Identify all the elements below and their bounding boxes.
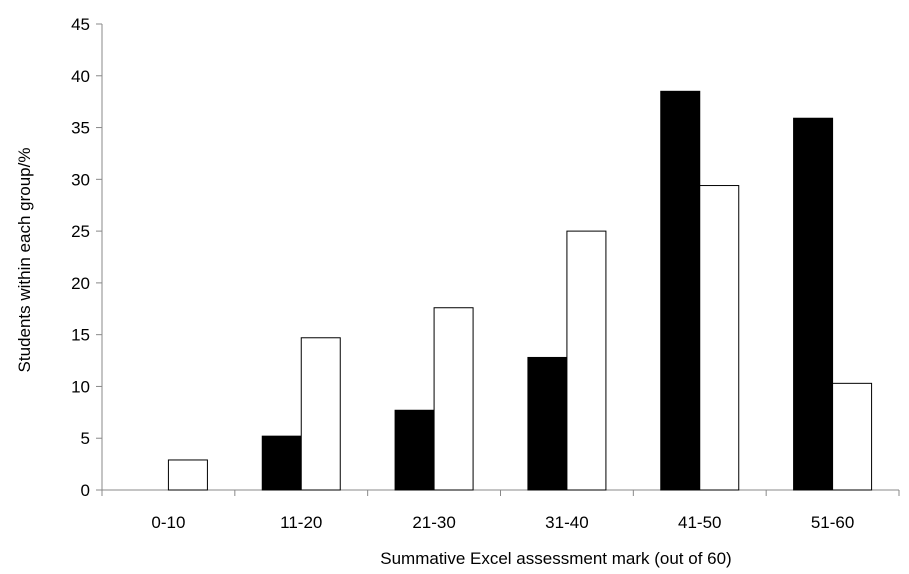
x-tick-label: 0-10 <box>151 513 185 532</box>
bar-series-2-11-20 <box>300 337 341 491</box>
bar-series-2-21-30 <box>433 307 474 491</box>
y-tick-label: 40 <box>71 67 90 86</box>
y-axis-title: Students within each group/% <box>15 148 34 373</box>
y-tick-label: 35 <box>71 119 90 138</box>
y-tick-label: 30 <box>71 170 90 189</box>
y-tick-label: 25 <box>71 222 90 241</box>
y-tick-label: 10 <box>71 377 90 396</box>
y-tick-label: 0 <box>81 481 90 500</box>
y-tick-label: 5 <box>81 429 90 448</box>
x-tick-label: 51-60 <box>811 513 854 532</box>
bar-series-2-31-40 <box>566 230 607 491</box>
y-tick-label: 45 <box>71 15 90 34</box>
x-axis: 0-10 11-20 21-30 31-40 41-50 51-60 <box>101 489 900 532</box>
bar-series-1-41-50 <box>660 90 701 491</box>
bars <box>167 90 873 491</box>
bar-series-1-51-60 <box>793 117 834 491</box>
bar-series-2-0-10 <box>167 459 208 491</box>
y-tick-label: 15 <box>71 326 90 345</box>
bar-series-1-21-30 <box>394 409 435 491</box>
bar-series-1-31-40 <box>527 356 568 491</box>
bar-series-2-41-50 <box>699 185 740 491</box>
y-axis: 0 5 10 15 20 25 30 35 40 45 <box>71 15 103 500</box>
x-tick-label: 31-40 <box>545 513 588 532</box>
x-axis-title: Summative Excel assessment mark (out of … <box>380 549 731 568</box>
bar-series-1-11-20 <box>261 435 302 491</box>
y-tick-label: 20 <box>71 274 90 293</box>
bar-series-2-51-60 <box>832 382 873 491</box>
x-tick-label: 11-20 <box>280 513 322 532</box>
x-tick-label: 21-30 <box>412 513 455 532</box>
x-tick-label: 41-50 <box>678 513 721 532</box>
